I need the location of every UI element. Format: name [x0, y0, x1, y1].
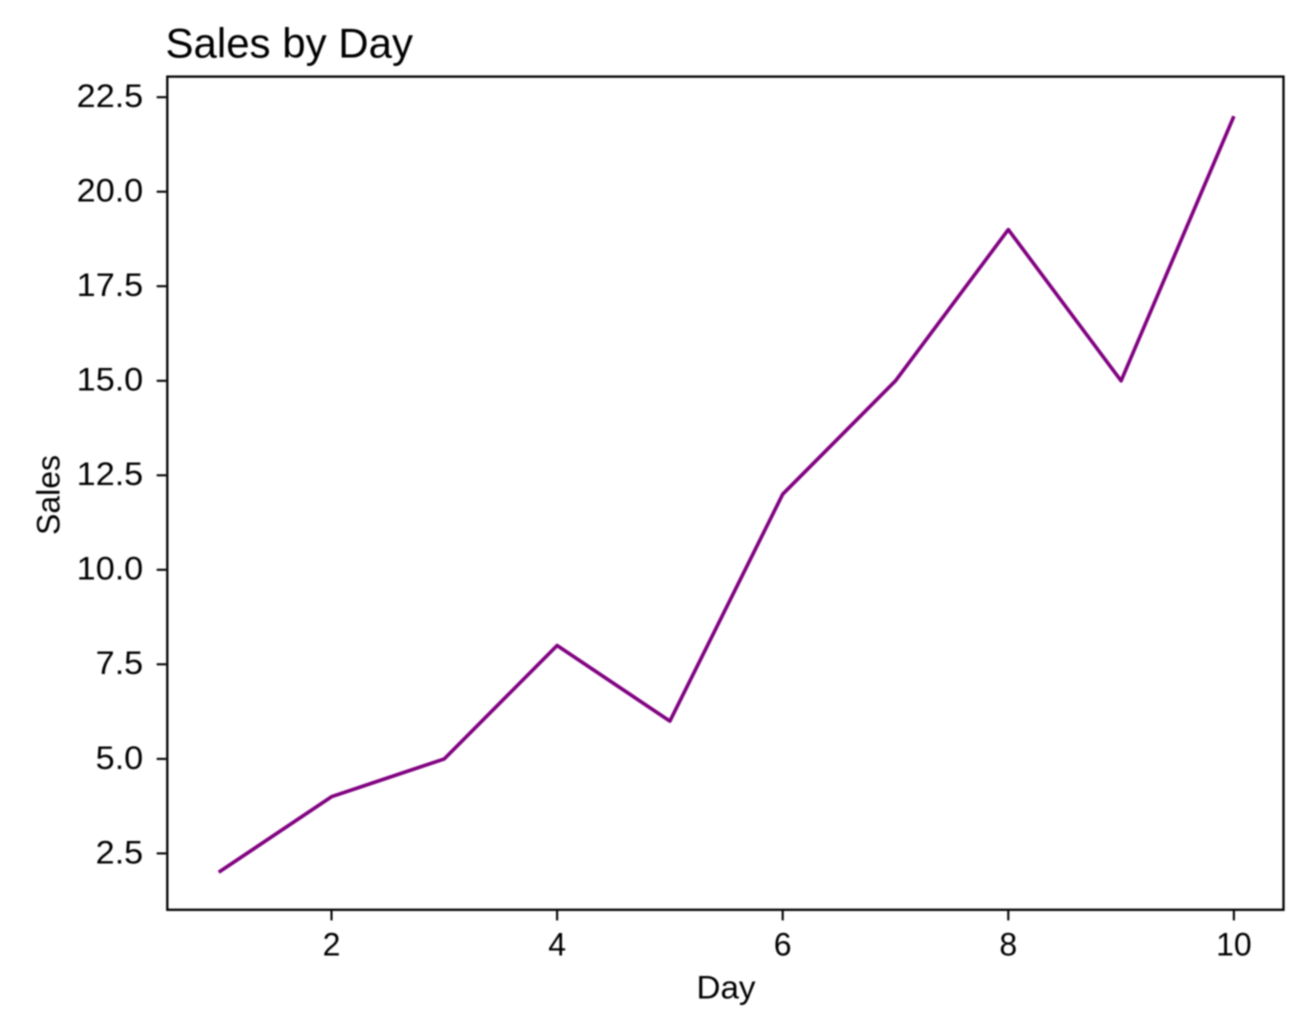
- svg-text:5.0: 5.0: [96, 740, 144, 776]
- svg-text:10: 10: [1216, 927, 1252, 963]
- svg-text:4: 4: [548, 927, 566, 963]
- svg-text:17.5: 17.5: [77, 267, 144, 303]
- svg-text:Day: Day: [697, 970, 757, 1006]
- svg-text:10.0: 10.0: [77, 551, 144, 587]
- svg-text:12.5: 12.5: [77, 456, 144, 492]
- svg-text:2.5: 2.5: [96, 834, 144, 870]
- svg-text:20.0: 20.0: [77, 173, 144, 209]
- svg-text:8: 8: [999, 927, 1017, 963]
- svg-text:Sales: Sales: [31, 455, 67, 535]
- svg-text:7.5: 7.5: [96, 645, 144, 681]
- svg-text:22.5: 22.5: [77, 78, 144, 114]
- svg-text:15.0: 15.0: [77, 362, 144, 398]
- svg-text:2: 2: [323, 927, 341, 963]
- svg-text:Sales by Day: Sales by Day: [166, 20, 413, 67]
- svg-text:6: 6: [774, 927, 792, 963]
